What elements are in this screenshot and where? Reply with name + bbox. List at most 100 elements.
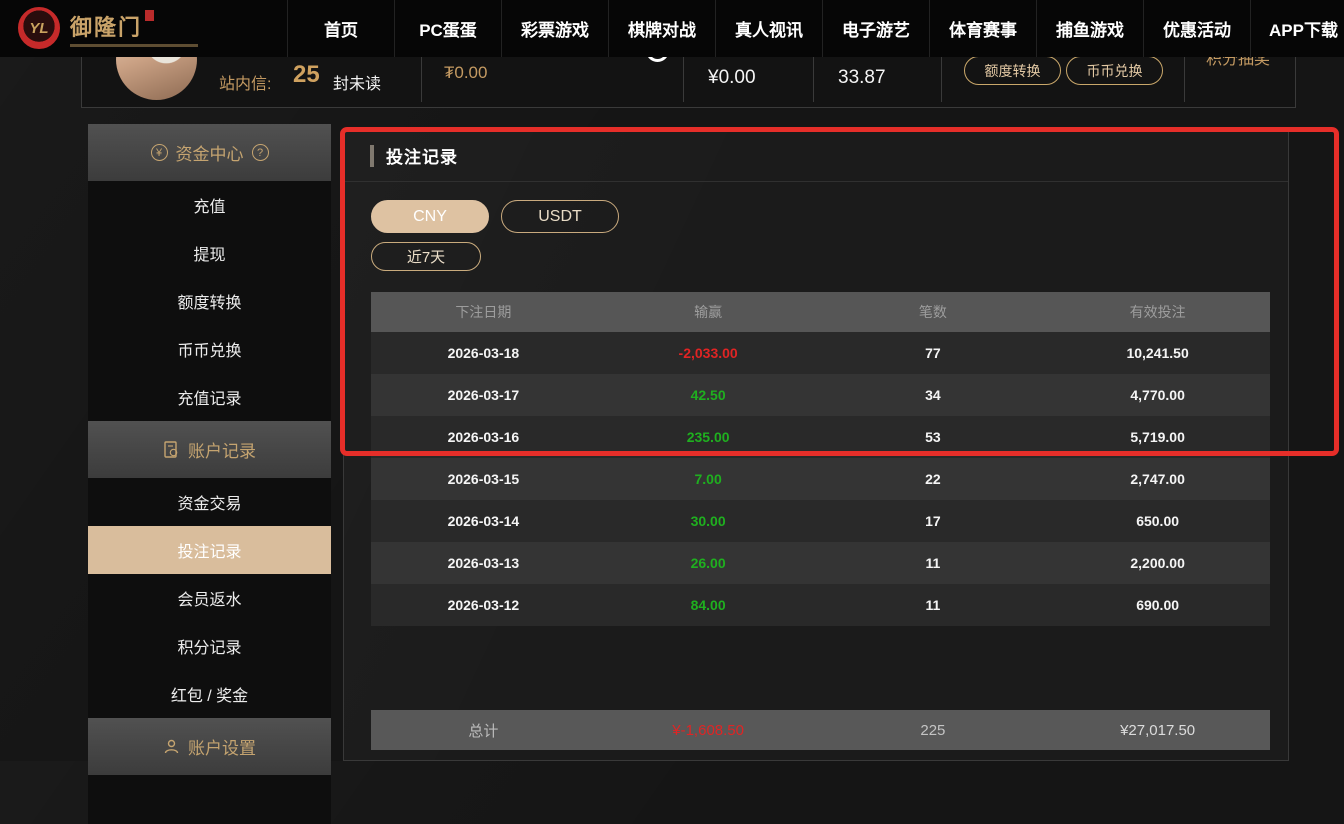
- nav-item-10[interactable]: APP下载: [1250, 0, 1344, 57]
- sidebar-item-1-1[interactable]: 充值: [88, 181, 331, 229]
- currency-tab-usdt[interactable]: USDT: [501, 200, 619, 233]
- sidebar-item-2-2[interactable]: 投注记录: [88, 526, 331, 574]
- divider: [813, 54, 814, 102]
- sidebar-item-2-4[interactable]: 积分记录: [88, 622, 331, 670]
- table-row: 2026-03-15 7.00 22 2,747.00: [371, 458, 1270, 500]
- total-valid-bets: ¥27,017.50: [1120, 721, 1196, 739]
- divider: [344, 181, 1288, 182]
- unread-suffix: 封未读: [333, 76, 382, 93]
- nav-item-7[interactable]: 体育赛事: [929, 0, 1036, 57]
- title-marker: [370, 144, 374, 167]
- sidebar-section-title: 资金中心: [175, 145, 244, 164]
- cell-win-loss: 26.00: [690, 555, 726, 571]
- date-filter-button[interactable]: 近7天: [371, 242, 481, 271]
- cell-count: 17: [925, 513, 941, 529]
- cell-valid-bets: 650.00: [1136, 513, 1180, 529]
- divider: [683, 54, 684, 102]
- logo[interactable]: YL 御隆门: [18, 7, 198, 49]
- column-header-1: 下注日期: [455, 304, 512, 320]
- brand-seal-icon: [145, 9, 155, 21]
- nav-item-3[interactable]: 彩票游戏: [501, 0, 608, 57]
- user-icon: [163, 738, 180, 755]
- exchange-button[interactable]: 币币兑换: [1066, 56, 1163, 85]
- currency-tabs: CNY USDT: [371, 200, 619, 233]
- brand-name: 御隆门: [70, 14, 143, 40]
- sidebar-section-title: 账户记录: [188, 442, 256, 461]
- cell-date: 2026-03-18: [447, 345, 520, 361]
- divider: [1184, 54, 1185, 102]
- nav-menu: 首页 PC蛋蛋 彩票游戏 棋牌对战 真人视讯 电子游艺 体育赛事 捕鱼游戏 优惠活动 APP下载: [287, 0, 1344, 57]
- cell-count: 22: [925, 471, 941, 487]
- nav-item-5[interactable]: 真人视讯: [715, 0, 822, 57]
- cell-count: 11: [925, 597, 941, 613]
- cell-date: 2026-03-12: [447, 597, 520, 613]
- cell-win-loss: 235.00: [686, 429, 730, 445]
- messages-label: 站内信:: [219, 76, 272, 93]
- cell-win-loss: 7.00: [694, 471, 722, 487]
- cell-date: 2026-03-13: [447, 555, 520, 571]
- cell-valid-bets: 10,241.50: [1126, 345, 1189, 361]
- betting-records-panel: 投注记录 CNY USDT 近7天 下注日期 输赢 笔数 有效投注 2026-03-18…: [343, 128, 1289, 761]
- cell-valid-bets: 4,770.00: [1130, 387, 1185, 403]
- sidebar: ¥ 资金中心? 充值 提现 额度转换 币币兑换 充值记录账户记录资金交易 投注记录 会员返水 积分…: [88, 124, 331, 824]
- top-nav: YL 御隆门 首页 PC蛋蛋 彩票游戏 棋牌对战 真人视讯 电子游艺 体育赛事 捕鱼游戏 优惠活…: [0, 0, 1344, 57]
- cell-valid-bets: 5,719.00: [1130, 429, 1185, 445]
- column-header-4: 有效投注: [1129, 304, 1186, 320]
- total-label: 总计: [468, 722, 499, 740]
- sidebar-item-2-3[interactable]: 会员返水: [88, 574, 331, 622]
- cell-win-loss: -2,033.00: [678, 345, 738, 361]
- sidebar-item-1-4[interactable]: 币币兑换: [88, 325, 331, 373]
- table-header-row: 下注日期 输赢 笔数 有效投注: [371, 292, 1270, 332]
- divider: [941, 54, 942, 102]
- table-row: 2026-03-16 235.00 53 5,719.00: [371, 416, 1270, 458]
- transfer-button[interactable]: 额度转换: [964, 56, 1061, 85]
- sidebar-item-1-3[interactable]: 额度转换: [88, 277, 331, 325]
- cell-valid-bets: 690.00: [1136, 597, 1180, 613]
- nav-item-4[interactable]: 棋牌对战: [608, 0, 715, 57]
- sidebar-section-title: 账户设置: [188, 739, 256, 758]
- cell-win-loss: 42.50: [690, 387, 726, 403]
- points-balance: 33.87: [838, 67, 886, 88]
- nav-item-8[interactable]: 捕鱼游戏: [1036, 0, 1143, 57]
- nav-item-9[interactable]: 优惠活动: [1143, 0, 1250, 57]
- cell-count: 11: [925, 555, 941, 571]
- sidebar-section-header-2[interactable]: 账户记录: [88, 421, 331, 478]
- column-header-3: 笔数: [918, 304, 947, 320]
- cell-valid-bets: 2,747.00: [1130, 471, 1185, 487]
- table-row: 2026-03-17 42.50 34 4,770.00: [371, 374, 1270, 416]
- table-row: 2026-03-18 -2,033.00 77 10,241.50: [371, 332, 1270, 374]
- sidebar-section-header-1[interactable]: ¥ 资金中心?: [88, 124, 331, 181]
- table-row: 2026-03-13 26.00 11 2,200.00: [371, 542, 1270, 584]
- help-circle-icon[interactable]: ?: [251, 144, 269, 161]
- column-header-2: 输赢: [694, 304, 723, 320]
- betting-table: 下注日期 输赢 笔数 有效投注 2026-03-18 -2,033.00 77 10,241…: [371, 292, 1270, 626]
- sidebar-section-header-3[interactable]: 账户设置: [88, 718, 331, 775]
- table-row: 2026-03-12 84.00 11 690.00: [371, 584, 1270, 626]
- nav-item-6[interactable]: 电子游艺: [822, 0, 929, 57]
- divider: [421, 54, 422, 102]
- cell-count: 77: [925, 345, 941, 361]
- brand-monogram-icon: YL: [18, 7, 60, 49]
- total-count: 225: [920, 721, 946, 739]
- currency-tab-cny[interactable]: CNY: [371, 200, 489, 233]
- nav-item-2[interactable]: PC蛋蛋: [394, 0, 501, 57]
- sidebar-item-2-1[interactable]: 资金交易: [88, 478, 331, 526]
- sidebar-item-2-5[interactable]: 红包 / 奖金: [88, 670, 331, 718]
- sidebar-item-1-2[interactable]: 提现: [88, 229, 331, 277]
- total-win-loss: ¥-1,608.50: [672, 721, 744, 739]
- yen-circle-icon: ¥: [150, 144, 168, 161]
- table-total-row: 总计 ¥-1,608.50 225 ¥27,017.50: [371, 710, 1270, 750]
- unread-count[interactable]: 25: [293, 61, 320, 88]
- cell-valid-bets: 2,200.00: [1130, 555, 1185, 571]
- sidebar-item-1-5[interactable]: 充值记录: [88, 373, 331, 421]
- nav-item-1[interactable]: 首页: [287, 0, 394, 57]
- cny-balance: ¥0.00: [708, 67, 756, 88]
- cell-win-loss: 84.00: [690, 597, 726, 613]
- usdt-balance: ₮0.00: [444, 63, 488, 82]
- table-row: 2026-03-14 30.00 17 650.00: [371, 500, 1270, 542]
- brand-tagline: [70, 43, 198, 47]
- cell-date: 2026-03-14: [447, 513, 520, 529]
- cell-count: 34: [925, 387, 941, 403]
- ledger-icon: [163, 441, 180, 458]
- cell-date: 2026-03-17: [447, 387, 520, 403]
